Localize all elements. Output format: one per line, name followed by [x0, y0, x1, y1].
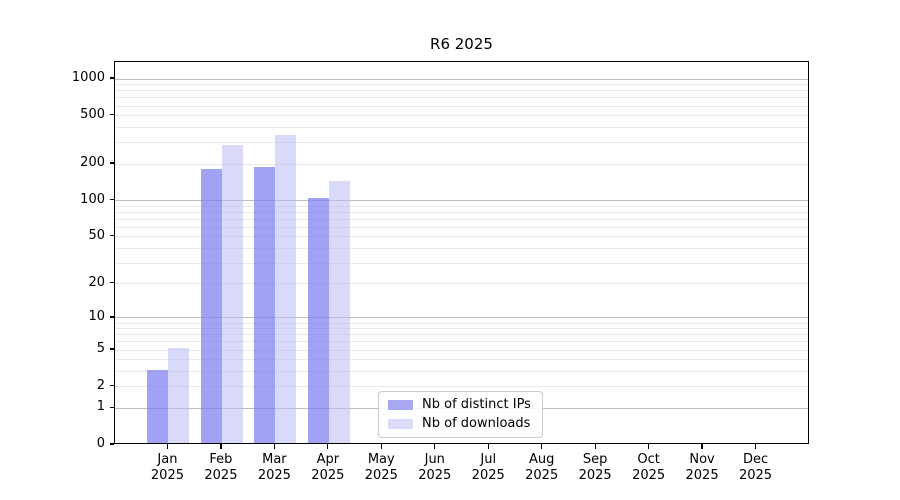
gridline-major: [115, 200, 808, 202]
x-tick-apr-2025: [327, 444, 329, 449]
y-tick-label-2: 2: [96, 377, 105, 393]
gridline-minor: [115, 262, 808, 264]
x-tick-jan-2025: [166, 444, 169, 449]
legend-label: Nb of distinct IPs: [422, 397, 531, 412]
bar-nb-of-distinct-ips-feb-2025: [200, 169, 222, 443]
bar-nb-of-downloads-feb-2025: [221, 144, 243, 443]
gridline-minor: [115, 371, 808, 373]
gridline-minor: [115, 126, 808, 128]
bar-nb-of-downloads-apr-2025: [328, 181, 350, 443]
y-tick-label-50: 50: [88, 227, 105, 243]
y-tick-label-500: 500: [80, 106, 105, 122]
y-tick-1000: [109, 77, 114, 79]
x-tick-aug-2025: [541, 444, 543, 449]
y-tick-label-0: 0: [96, 436, 105, 451]
y-tick-1: [109, 406, 114, 408]
x-tick-label-jan-2025: Jan 2025: [150, 452, 184, 483]
gridline-minor: [115, 247, 808, 249]
x-tick-label-mar-2025: Mar 2025: [257, 452, 291, 483]
x-tick-mar-2025: [273, 444, 275, 449]
x-tick-label-jul-2025: Jul 2025: [471, 452, 505, 483]
x-tick-label-oct-2025: Oct 2025: [632, 452, 666, 483]
x-tick-dec-2025: [754, 444, 757, 449]
legend-swatch-nb-of-distinct-ips: [388, 400, 413, 410]
gridline-minor: [115, 142, 808, 144]
gridline-minor: [115, 84, 808, 86]
legend-label: Nb of downloads: [422, 416, 531, 431]
x-tick-label-nov-2025: Nov 2025: [685, 452, 719, 483]
gridline-minor: [115, 328, 808, 330]
x-tick-label-jun-2025: Jun 2025: [418, 452, 452, 483]
y-tick-0: [109, 443, 114, 445]
y-tick-10: [109, 316, 114, 318]
bar-nb-of-downloads-mar-2025: [275, 135, 297, 443]
y-tick-100: [109, 198, 114, 201]
gridline-minor: [115, 386, 808, 388]
gridline-minor: [115, 105, 808, 107]
gridline-minor: [115, 322, 808, 324]
gridline-minor: [115, 283, 808, 285]
bar-nb-of-downloads-jan-2025: [168, 348, 190, 443]
x-tick-label-may-2025: May 2025: [364, 452, 398, 483]
x-tick-label-sep-2025: Sep 2025: [578, 452, 612, 483]
gridline-minor: [115, 218, 808, 220]
gridline-minor: [115, 205, 808, 207]
y-tick-label-100: 100: [80, 191, 105, 207]
y-tick-200: [109, 162, 114, 164]
gridline-minor: [115, 359, 808, 361]
gridline-minor: [115, 163, 808, 165]
x-tick-nov-2025: [701, 444, 703, 449]
legend-item-nb-of-distinct-ips: Nb of distinct IPs: [388, 397, 533, 413]
x-tick-label-feb-2025: Feb 2025: [204, 452, 238, 483]
x-tick-jun-2025: [434, 444, 436, 449]
bar-nb-of-distinct-ips-jan-2025: [147, 369, 169, 443]
x-tick-sep-2025: [594, 444, 596, 449]
x-tick-may-2025: [380, 444, 382, 449]
gridline-major: [115, 317, 808, 319]
x-tick-label-aug-2025: Aug 2025: [525, 452, 559, 483]
legend-item-nb-of-downloads: Nb of downloads: [388, 416, 533, 432]
gridline-minor: [115, 341, 808, 343]
y-tick-label-10: 10: [88, 308, 105, 324]
bar-nb-of-distinct-ips-apr-2025: [307, 197, 329, 443]
legend: Nb of distinct IPs Nb of downloads: [378, 391, 543, 438]
gridline-minor: [115, 211, 808, 213]
x-tick-oct-2025: [648, 444, 650, 449]
y-tick-label-200: 200: [80, 155, 105, 171]
y-tick-label-1000: 1000: [71, 70, 105, 86]
gridline-minor: [115, 226, 808, 228]
gridline-minor: [115, 236, 808, 238]
gridline-minor: [115, 334, 808, 336]
gridline-minor: [115, 90, 808, 92]
x-tick-label-apr-2025: Apr 2025: [311, 452, 345, 483]
y-tick-label-1: 1: [96, 399, 105, 415]
gridline-minor: [115, 97, 808, 99]
gridline-major: [115, 78, 808, 80]
y-tick-label-5: 5: [96, 341, 105, 357]
y-tick-500: [109, 114, 114, 116]
y-tick-label-20: 20: [88, 274, 105, 290]
y-tick-20: [109, 282, 114, 284]
y-tick-2: [109, 385, 114, 387]
y-tick-5: [109, 348, 114, 350]
legend-swatch-nb-of-downloads: [388, 419, 413, 429]
y-tick-50: [109, 235, 114, 237]
chart-title: R6 2025: [430, 35, 493, 53]
bar-nb-of-distinct-ips-mar-2025: [254, 167, 276, 443]
gridline-minor: [115, 349, 808, 351]
gridline-minor: [115, 115, 808, 117]
x-tick-jul-2025: [487, 444, 489, 449]
plot-area: [114, 61, 809, 444]
x-tick-feb-2025: [220, 444, 222, 449]
x-tick-label-dec-2025: Dec 2025: [738, 452, 773, 483]
